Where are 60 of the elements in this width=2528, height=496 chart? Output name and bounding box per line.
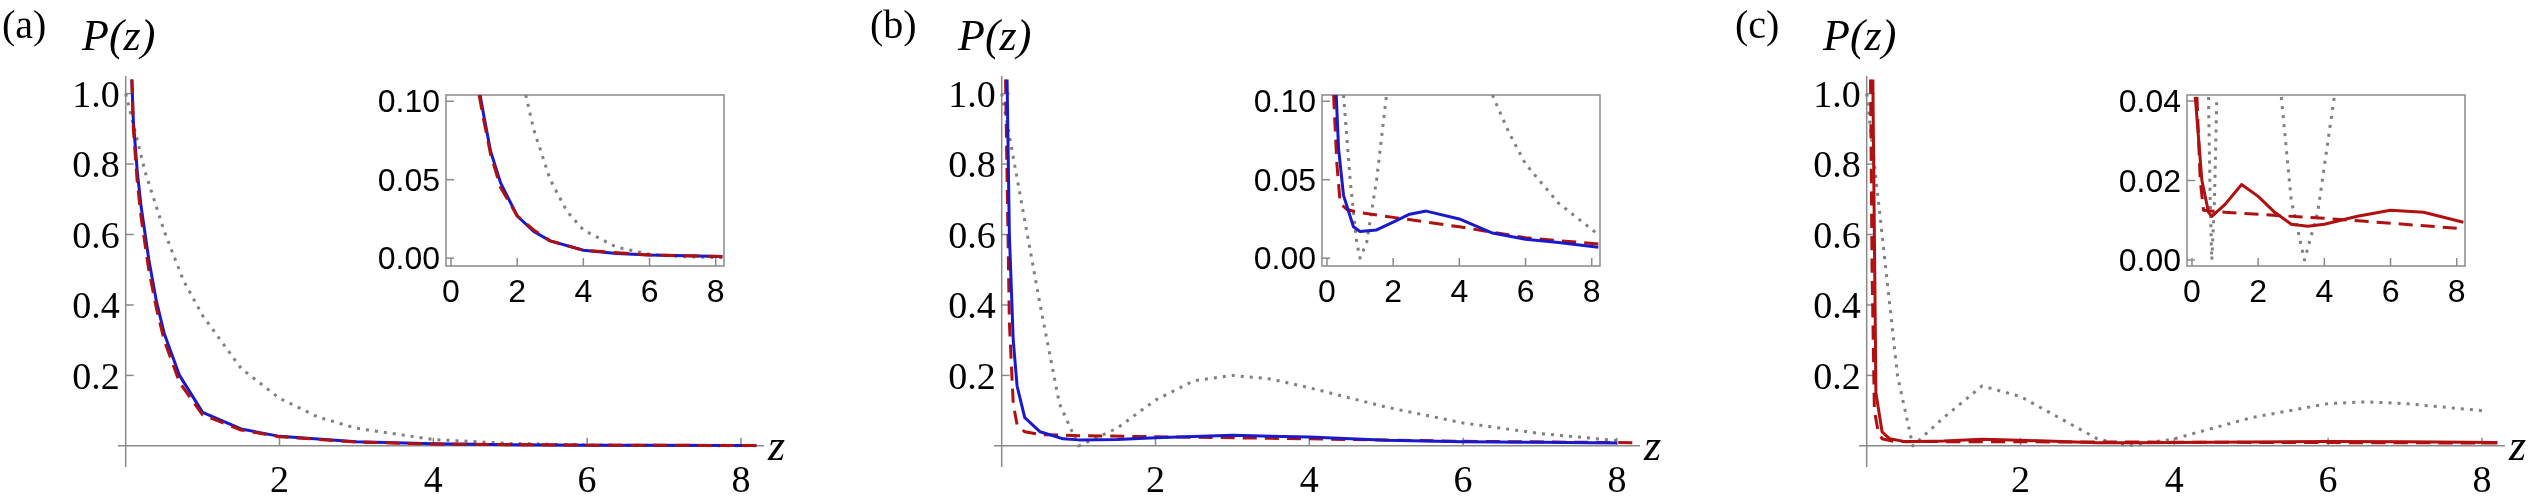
y-tick-label: 0.4: [948, 284, 996, 327]
y-tick-label: 0.2: [72, 354, 120, 397]
x-tick-label: 6: [1516, 273, 1535, 309]
x-tick-label: 6: [640, 273, 659, 309]
y-tick-label: 0.6: [72, 213, 120, 256]
x-tick-label: 8: [1582, 273, 1601, 309]
y-tick-label: 0.05: [377, 161, 440, 198]
x-tick-label: 8: [1607, 457, 1627, 496]
x-tick-label: 4: [2164, 457, 2184, 496]
x-tick-label: 2: [508, 273, 527, 309]
x-tick-label: 0: [442, 273, 460, 309]
y-tick-label: 0.04: [2118, 83, 2181, 120]
y-tick-label: 0.4: [1813, 284, 1861, 327]
x-tick-label: 2: [1384, 273, 1403, 309]
x-tick-label: 8: [2447, 273, 2466, 309]
x-tick-label: 8: [706, 273, 725, 309]
x-tick-label: 4: [2315, 273, 2334, 309]
y-tick-label: 0.2: [948, 354, 996, 397]
x-tick-label: 8: [731, 457, 751, 496]
y-tick-label: 0.10: [1253, 83, 1316, 120]
y-tick-label: 0.8: [948, 143, 996, 186]
y-tick-label: 0.2: [1813, 354, 1861, 397]
y-tick-label: 0.00: [377, 240, 440, 277]
x-tick-label: 0: [2183, 273, 2201, 309]
x-tick-label: 6: [2381, 273, 2400, 309]
x-axis-title: z: [1643, 420, 1662, 470]
x-tick-label: 0: [1318, 273, 1336, 309]
y-tick-label: 0.8: [72, 143, 120, 186]
y-tick-label: 0.6: [948, 213, 996, 256]
x-axis-title: z: [2508, 420, 2527, 470]
y-tick-label: 0.8: [1813, 143, 1861, 186]
x-tick-label: 2: [1146, 457, 1165, 496]
y-axis-title: P(z): [81, 11, 156, 60]
x-tick-label: 2: [2249, 273, 2268, 309]
y-tick-label: 0.4: [72, 284, 120, 327]
y-tick-label: 1.0: [1813, 72, 1861, 115]
x-tick-label: 4: [1450, 273, 1469, 309]
x-tick-label: 4: [423, 457, 443, 496]
x-tick-label: 2: [2011, 457, 2030, 496]
y-tick-label: 1.0: [72, 72, 120, 115]
x-tick-label: 8: [2472, 457, 2492, 496]
y-axis-title: P(z): [957, 11, 1032, 60]
y-tick-label: 0.00: [2118, 242, 2181, 279]
x-tick-label: 6: [577, 457, 597, 496]
y-tick-label: 1.0: [948, 72, 996, 115]
x-tick-label: 6: [1453, 457, 1473, 496]
x-tick-label: 6: [2318, 457, 2338, 496]
chart-title: (c): [1735, 2, 1780, 47]
y-tick-label: 0.00: [1253, 240, 1316, 277]
chart-title: (b): [870, 2, 917, 47]
x-axis-title: z: [767, 420, 786, 470]
x-tick-label: 4: [574, 273, 593, 309]
x-tick-label: 2: [270, 457, 289, 496]
y-tick-label: 0.05: [1253, 161, 1316, 198]
y-tick-label: 0.02: [2118, 162, 2181, 199]
y-tick-label: 0.6: [1813, 213, 1861, 256]
y-tick-label: 0.10: [377, 83, 440, 120]
y-axis-title: P(z): [1822, 11, 1897, 60]
x-tick-label: 4: [1299, 457, 1319, 496]
chart-title: (a): [2, 2, 47, 47]
